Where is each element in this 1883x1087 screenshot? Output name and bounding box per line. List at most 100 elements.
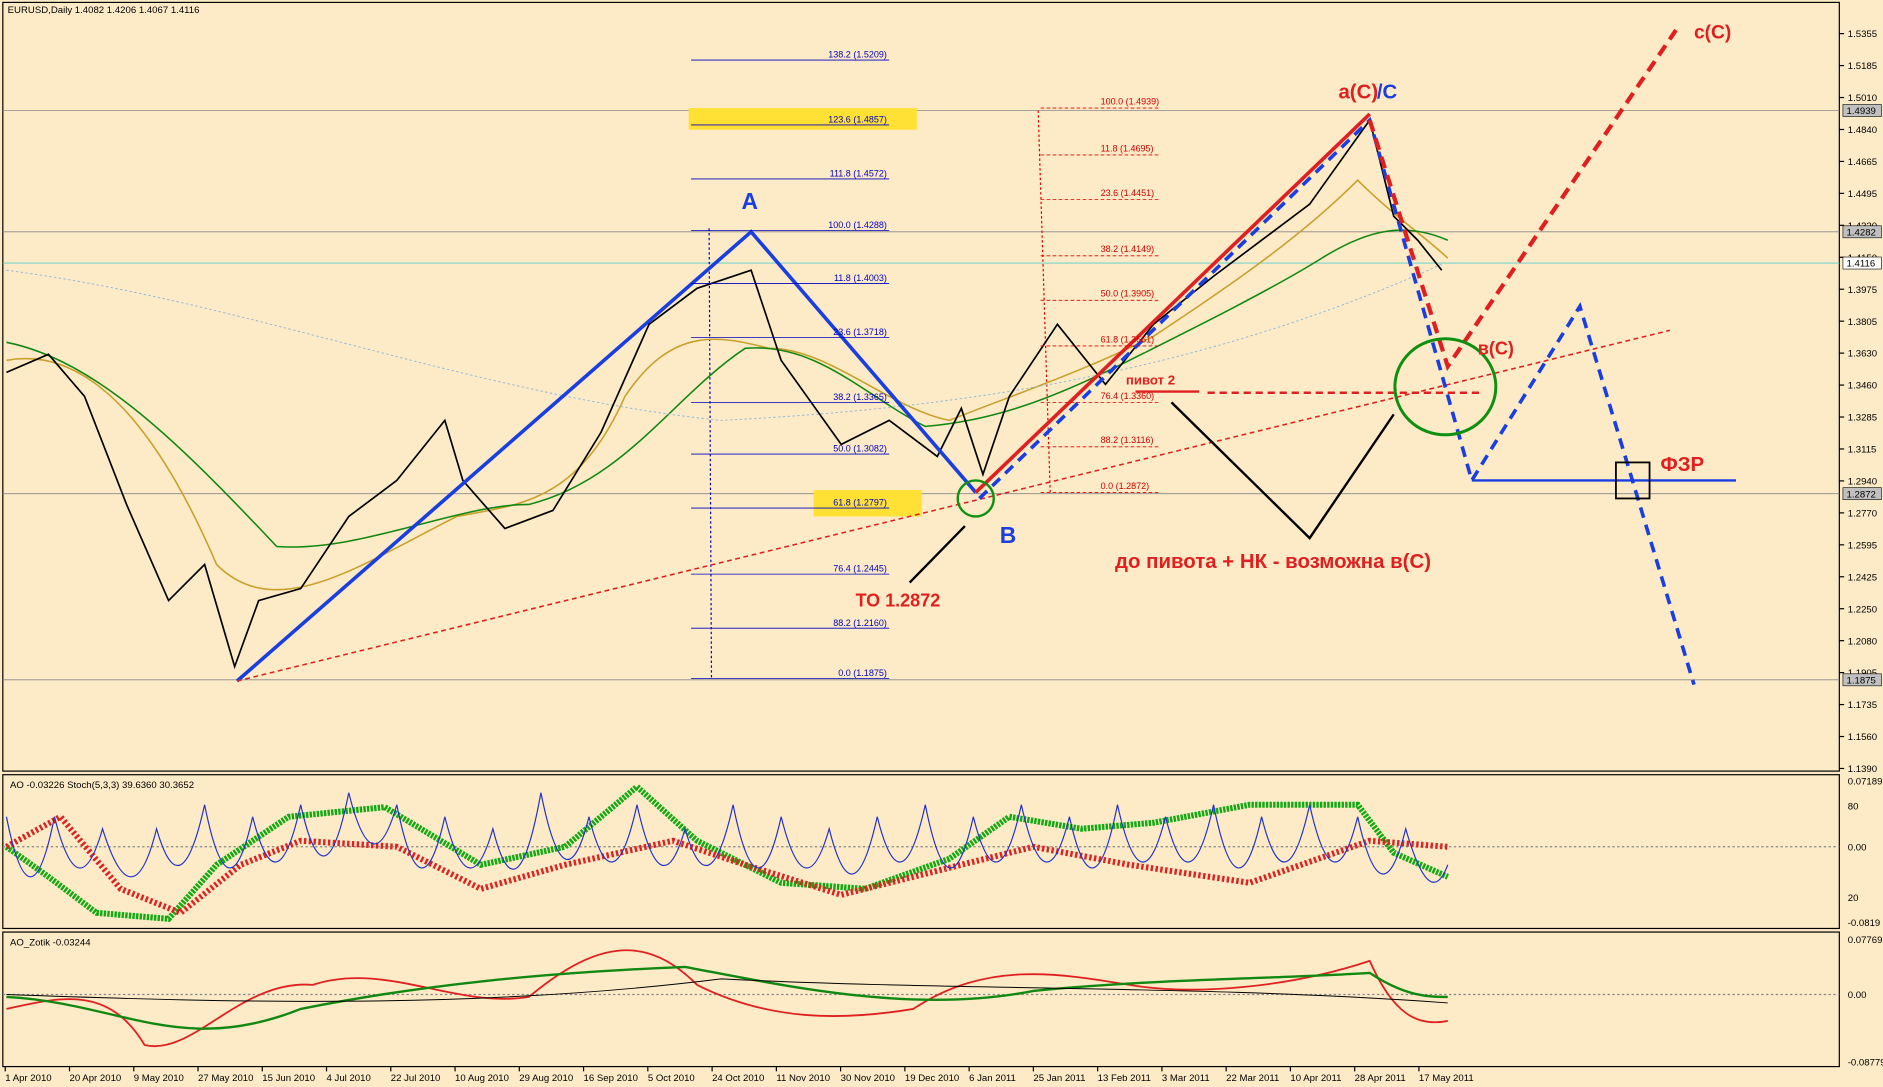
- indicator-lines: [2, 782, 1840, 1048]
- chart-header: EURUSD,Daily 1.4082 1.4206 1.4067 1.4116: [8, 5, 200, 16]
- wave-label: a(C): [1338, 81, 1378, 103]
- indicator-label: -0.08779: [1848, 1057, 1883, 1068]
- price-marker-box: [1842, 104, 1882, 117]
- panel-title: AO -0.03226 Stoch(5,3,3) 39.6360 30.3652: [10, 780, 194, 791]
- date-label: 19 Dec 2010: [905, 1073, 959, 1084]
- price-marker-box: [1842, 673, 1882, 687]
- wave-label: B: [1000, 522, 1016, 548]
- price-marker-box: [1842, 225, 1882, 239]
- fib-label: 88.2 (1.2160): [833, 618, 887, 628]
- date-label: 22 Mar 2011: [1226, 1073, 1279, 1084]
- fib-label: 50.0 (1.3905): [1101, 289, 1155, 299]
- indicator-label: 0.07769: [1848, 935, 1883, 946]
- wave-label: пивот 2: [1126, 372, 1175, 387]
- panel-frames: [2, 1, 1840, 1068]
- date-label: 9 May 2010: [134, 1073, 184, 1084]
- price-label: 1.2425: [1848, 572, 1877, 583]
- date-label: 28 Apr 2011: [1355, 1073, 1406, 1084]
- panel-title: AO_Zotik -0.03244: [10, 937, 91, 948]
- fib-label: 61.8 (1.2797): [833, 498, 887, 508]
- date-label: 13 Feb 2011: [1098, 1073, 1151, 1084]
- price-lines: [6, 118, 1449, 670]
- fib-label: 50.0 (1.3082): [833, 444, 887, 454]
- date-label: 22 Jul 2010: [391, 1073, 441, 1084]
- price-label: 1.5185: [1848, 61, 1877, 72]
- date-label: 6 Jan 2011: [969, 1073, 1016, 1084]
- price-label: 1.5355: [1848, 29, 1877, 40]
- price-label: 1.4840: [1848, 125, 1877, 136]
- price-marker: 1.2872: [1847, 489, 1876, 500]
- price-label: 1.4665: [1848, 157, 1877, 168]
- price-marker: 1.4116: [1847, 259, 1876, 270]
- date-label: 25 Jan 2011: [1033, 1073, 1085, 1084]
- price-marker: 1.4939: [1847, 106, 1876, 117]
- fib-label: 0.0 (1.2872): [1101, 481, 1150, 491]
- price-label: 1.2940: [1848, 477, 1877, 488]
- fib-label: 11.8 (1.4003): [834, 273, 887, 283]
- date-label: 3 Mar 2011: [1162, 1073, 1210, 1084]
- fib-label: 76.4 (1.2445): [833, 564, 887, 574]
- fib-label: 111.8 (1.4572): [830, 169, 887, 179]
- indicator-label: 0.07189: [1848, 776, 1883, 787]
- price-label: 1.2080: [1848, 636, 1877, 647]
- price-label: 1.3460: [1848, 381, 1877, 392]
- price-marker-box: [1842, 487, 1882, 500]
- price-label: 1.1735: [1848, 700, 1877, 711]
- wave-label: c(C): [1694, 22, 1731, 43]
- price-label: 1.2770: [1848, 508, 1877, 519]
- fib-label: 76.4 (1.3360): [1101, 391, 1155, 401]
- indicator-label: 20: [1848, 893, 1859, 904]
- date-label: 17 May 2011: [1419, 1073, 1474, 1084]
- fib-label: 23.6 (1.4451): [1101, 188, 1155, 198]
- date-label: 15 Jun 2010: [262, 1073, 315, 1084]
- indicator-label: 80: [1848, 802, 1859, 813]
- price-label: 1.3115: [1848, 445, 1877, 456]
- date-label: 16 Sep 2010: [584, 1073, 638, 1084]
- fib-label: 38.2 (1.4149): [1101, 244, 1155, 254]
- price-marker: 1.4282: [1847, 227, 1876, 238]
- fib-label: 23.6 (1.3718): [833, 327, 887, 337]
- price-label: 1.2250: [1848, 604, 1877, 615]
- fib-label: 100.0 (1.4939): [1101, 96, 1160, 106]
- indicator-label: 0.00: [1848, 990, 1867, 1001]
- fib-label: 11.8 (1.4695): [1101, 143, 1154, 153]
- date-label: 27 May 2010: [198, 1073, 253, 1084]
- indicator-label: 0.00: [1848, 842, 1867, 853]
- date-label: 1 Apr 2010: [5, 1073, 51, 1084]
- fib-right: [1037, 110, 1051, 493]
- wave-label: /C: [1377, 81, 1398, 103]
- date-label: 11 Nov 2010: [776, 1073, 830, 1084]
- price-label: 1.3630: [1848, 349, 1877, 360]
- wave-label: ФЗР: [1660, 454, 1704, 476]
- date-label: 10 Aug 2010: [455, 1073, 509, 1084]
- price-label: 1.4495: [1848, 189, 1877, 200]
- wave-drawings: [235, 28, 1737, 686]
- fib-label: 61.8 (1.3661): [1101, 334, 1155, 344]
- date-label: 29 Aug 2010: [519, 1073, 573, 1084]
- wave-label: в(C): [1478, 338, 1514, 358]
- price-marker: 1.1875: [1847, 675, 1876, 686]
- wave-label: A: [742, 188, 758, 214]
- price-label: 1.1560: [1848, 732, 1877, 743]
- date-label: 5 Oct 2010: [648, 1073, 695, 1084]
- date-label: 10 Apr 2011: [1290, 1073, 1341, 1084]
- date-label: 24 Oct 2010: [712, 1073, 764, 1084]
- fib-label: 138.2 (1.5209): [828, 50, 887, 60]
- indicator-label: -0.0819: [1848, 918, 1881, 929]
- price-label: 1.1390: [1848, 764, 1877, 775]
- fib-label: 100.0 (1.4288): [828, 220, 887, 230]
- date-label: 30 Nov 2010: [841, 1073, 895, 1084]
- wave-label: ТО 1.2872: [856, 591, 941, 611]
- fib-label: 38.2 (1.3365): [833, 392, 887, 402]
- price-label: 1.2595: [1848, 540, 1877, 551]
- price-label: 1.3975: [1848, 285, 1877, 296]
- price-label: 1.5010: [1848, 93, 1877, 104]
- price-label: 1.3285: [1848, 413, 1877, 424]
- fib-label: 0.0 (1.1875): [838, 668, 887, 678]
- fib-label: 123.6 (1.4857): [828, 115, 887, 125]
- fib-label: 88.2 (1.3116): [1101, 435, 1154, 445]
- date-label: 20 Apr 2010: [69, 1073, 121, 1084]
